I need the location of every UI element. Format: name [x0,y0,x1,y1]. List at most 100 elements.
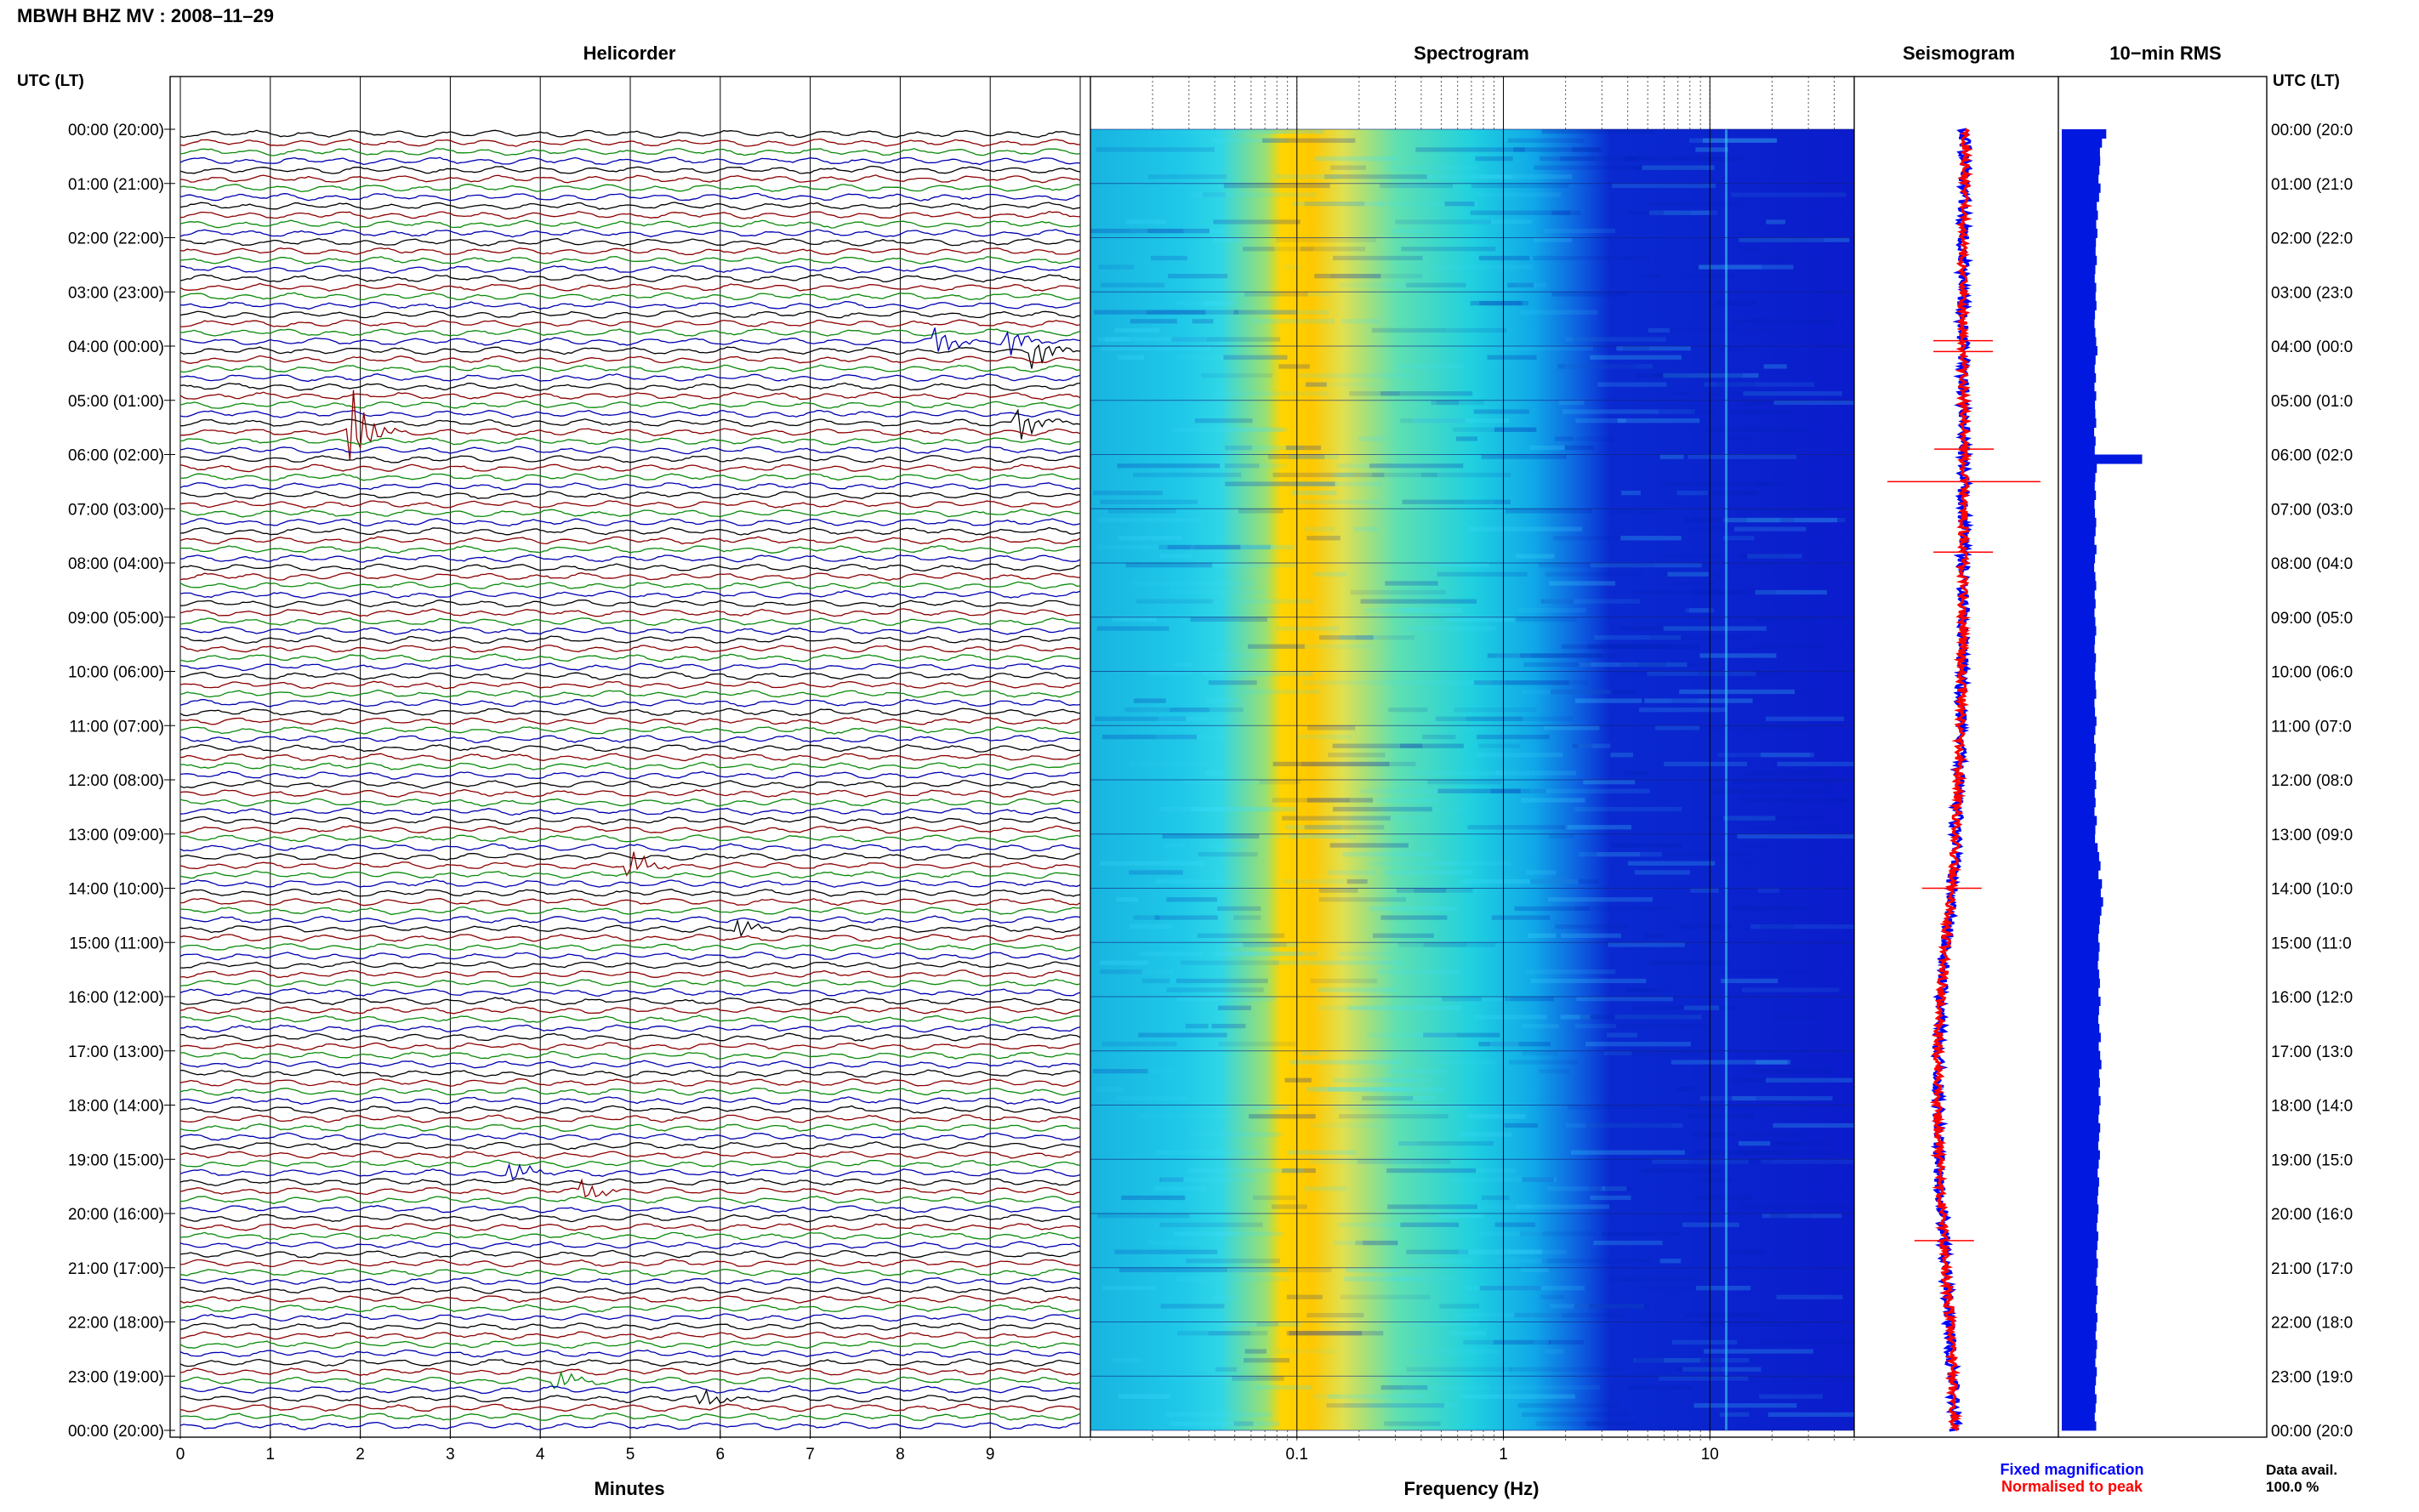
spectrogram-texture [1530,788,1650,793]
rms-bar [2062,969,2099,980]
helicorder-trace [179,780,1081,789]
spectrogram-texture [1227,1267,1332,1273]
spectrogram-texture [1204,300,1236,306]
spectrogram-texture [1745,1132,1807,1137]
spectrogram-texture [1327,870,1375,875]
rms-bar [2062,300,2097,310]
spectrogram-texture [1318,987,1397,992]
spectrogram-texture [1225,481,1335,486]
spectrogram-texture [1092,1069,1149,1074]
spectrogram-texture [1520,310,1598,315]
helicorder-trace [179,689,1081,698]
spectrogram-texture [1437,571,1528,577]
spectrogram-texture [1226,292,1255,297]
panel-frames [169,76,2268,1438]
spectrogram-texture [1746,517,1846,523]
spectrogram-texture [1371,327,1447,333]
rms-bar [2062,788,2095,799]
time-label-right: 19:00 (15:0 [2271,1151,2353,1169]
rms-bar [2062,635,2096,645]
rms-bar [2062,1403,2096,1413]
spectrogram-texture [1478,1231,1543,1236]
helicorder-trace [179,174,1081,184]
helicorder-trace [179,915,1081,924]
rms-bar [2062,1095,2101,1106]
spectrogram-texture [1194,418,1253,423]
time-label-right: 18:00 (14:0 [2271,1098,2353,1116]
rms-bar [2062,1186,2098,1197]
helicorder-trace [179,870,1081,879]
spectrogram-texture [1156,878,1238,884]
spectrogram-texture [1456,436,1477,441]
spectrogram-texture [1156,1150,1261,1155]
rms-bar [2062,662,2096,672]
spectrogram-texture [1688,608,1709,613]
spectrogram-texture [1617,418,1700,423]
spectrogram-texture [1601,1231,1681,1236]
spectrogram-texture [1624,770,1649,776]
spectrogram-texture [1479,1286,1541,1291]
spectrogram-texture [1611,183,1716,189]
time-label-right: 12:00 (08:0 [2271,772,2353,790]
rms-bar [2062,509,2096,519]
spectrogram-texture [1404,1105,1466,1110]
spectrogram-texture [1731,192,1847,197]
spectrogram-texture [1761,924,1796,929]
spectrogram-texture [1692,589,1776,595]
spectrogram-texture [1633,589,1742,595]
helicorder-trace [179,1286,1081,1295]
spectrogram-texture [1609,1023,1708,1029]
time-label-left: 05:00 (01:00) [68,393,164,411]
spectrogram-texture [1307,725,1356,730]
rms-bar [2062,806,2095,816]
spectrogram-texture [1350,589,1446,595]
spectrogram-texture [1229,942,1299,947]
spectrogram-texture [1368,1403,1459,1408]
rms-bar [2062,1322,2097,1332]
spectrogram-texture [1571,147,1601,152]
rms-bar [2062,346,2097,356]
helicorder-trace [179,184,1081,193]
helicorder-trace [179,825,1081,834]
spectrogram-texture [1221,1132,1279,1137]
spectrogram-texture [1540,156,1637,162]
rms-bar [2062,1304,2097,1314]
spectrogram-texture [1543,228,1615,234]
rms-bar [2062,708,2096,718]
time-label-left: 19:00 (15:00) [68,1151,164,1169]
spectrogram-texture [1690,888,1719,893]
spectrogram-texture [1731,780,1841,785]
spectrogram-texture [1664,1358,1700,1363]
helicorder-trace [179,987,1081,997]
rms-bar [2062,589,2095,600]
spectrogram-texture [1319,635,1374,640]
helicorder-trace [179,879,1081,889]
helicorder-trace [179,761,1081,771]
spectrogram-texture [1218,1042,1296,1047]
spectrogram-texture [1608,942,1685,947]
spectrogram-texture [1342,852,1435,857]
rms-bar [2062,843,2098,853]
spectrogram-texture [1334,1077,1417,1083]
rms-bar [2062,409,2096,419]
spectrogram-texture [1515,282,1547,287]
spectrogram-texture [1466,1286,1585,1291]
spectrogram-texture [1315,1087,1402,1092]
data-avail-label: Data avail. [2266,1462,2337,1478]
spectrogram-texture [1256,129,1323,134]
spectrogram-texture [1463,499,1494,504]
rms-bar [2062,264,2096,275]
spectrogram-texture [1387,1204,1477,1209]
spectrogram-texture [1386,1376,1429,1381]
spectrogram-texture [1262,138,1356,143]
helicorder-trace [179,1141,1081,1151]
rms-bar [2062,1276,2097,1287]
spectrogram-texture [1658,409,1695,414]
time-label-right: 13:00 (09:0 [2271,827,2353,844]
spectrogram-texture [1519,1231,1597,1236]
spectrogram-texture [1173,1231,1234,1236]
spectrogram-texture [1211,1294,1238,1299]
spectrogram-texture [1533,237,1573,242]
spectrogram-texture [1153,1186,1207,1191]
